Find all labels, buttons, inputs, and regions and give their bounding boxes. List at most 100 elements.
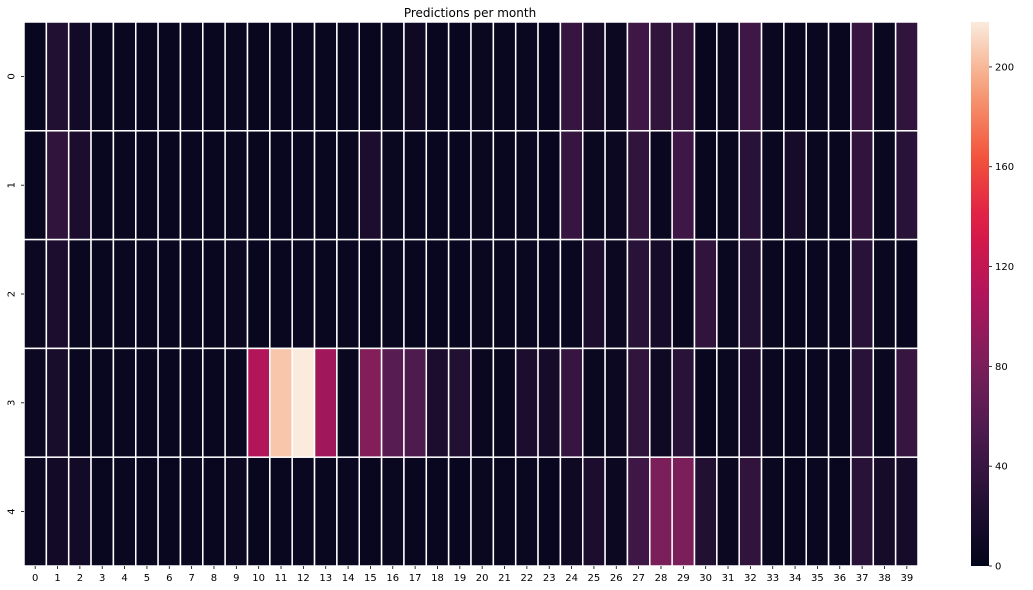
heatmap-cell (291, 347, 316, 458)
heatmap-cell (716, 130, 740, 241)
heatmap-cell (291, 130, 316, 241)
heatmap-cell (179, 238, 204, 350)
x-tick-label: 39 (900, 573, 913, 584)
heatmap-cell (537, 347, 562, 458)
heatmap-cell (90, 238, 115, 350)
heatmap-cell (671, 347, 696, 458)
heatmap-cell (649, 347, 673, 458)
heatmap-cell (894, 347, 919, 458)
x-tick-label: 18 (431, 573, 444, 584)
heatmap-cell (760, 456, 785, 567)
y-tick-label: 1 (7, 182, 18, 188)
heatmap-cell (23, 456, 48, 567)
heatmap-cell (67, 130, 92, 241)
heatmap-cell (738, 238, 763, 350)
colorbar-tick-label: 40 (995, 462, 1008, 473)
heatmap-cell (246, 347, 271, 458)
heatmap-cell (269, 238, 293, 350)
y-axis-ticks: 0 1 2 3 4 (6, 73, 24, 515)
heatmap-cell (470, 347, 495, 458)
x-tick-label: 25 (588, 573, 601, 584)
heatmap-cell (336, 130, 360, 241)
heatmap-cell (157, 238, 182, 350)
heatmap-cell (827, 347, 852, 458)
heatmap-cell (805, 456, 830, 567)
heatmap-cell (179, 456, 204, 567)
heatmap-cell (358, 21, 383, 132)
colorbar-gradient (971, 22, 989, 566)
colorbar: 0 40 80 120 160 200 (971, 22, 1014, 573)
heatmap-cell (135, 238, 159, 350)
x-tick-label: 17 (409, 573, 422, 584)
heatmap-cell (693, 238, 718, 350)
heatmap-cell (604, 238, 629, 350)
heatmap-cell (224, 130, 249, 241)
heatmap-cell (604, 21, 629, 132)
heatmap-cell (291, 21, 316, 132)
heatmap-cell (336, 21, 360, 132)
heatmap-cell (313, 130, 338, 241)
heatmap-cell (470, 238, 495, 350)
heatmap-cell (872, 130, 897, 241)
heatmap-cell (112, 21, 137, 132)
x-tick-label: 16 (386, 573, 399, 584)
x-tick-label: 22 (521, 573, 534, 584)
heatmap-cell (358, 130, 383, 241)
heatmap-cell (559, 347, 584, 458)
heatmap-cell (537, 21, 562, 132)
heatmap-cell (23, 347, 48, 458)
heatmap-cell (336, 347, 360, 458)
heatmap-cell (783, 347, 808, 458)
heatmap-cell (447, 347, 472, 458)
heatmap-cell (626, 456, 651, 567)
heatmap-cell (67, 347, 92, 458)
heatmap-cell (582, 130, 606, 241)
heatmap-cell (537, 238, 562, 350)
heatmap-cell (246, 456, 271, 567)
heatmap-cell (380, 456, 405, 567)
x-axis-ticks: 0 1 2 3 4 5 6 7 8 9 10 11 12 13 14 15 16 17 18 19 20 21 22 23 24… (32, 566, 913, 584)
chart-title: Predictions per month (404, 6, 536, 20)
heatmap-cell (492, 238, 517, 350)
heatmap-cell (135, 130, 159, 241)
x-tick-label: 6 (166, 573, 172, 584)
heatmap-cell (202, 130, 226, 241)
heatmap-cell (492, 347, 517, 458)
heatmap-cell (336, 238, 360, 350)
x-tick-label: 37 (856, 573, 869, 584)
heatmap-cell (291, 238, 316, 350)
heatmap-cell (447, 456, 472, 567)
heatmap-cell (760, 238, 785, 350)
heatmap-cell (827, 130, 852, 241)
heatmap-cell (693, 456, 718, 567)
heatmap-cell (112, 456, 137, 567)
heatmap-cell (447, 130, 472, 241)
heatmap-cell (604, 456, 629, 567)
heatmap-cell (582, 347, 606, 458)
heatmap-cell (514, 456, 539, 567)
heatmap-cell (403, 238, 428, 350)
x-tick-label: 20 (476, 573, 489, 584)
heatmap-cell (380, 130, 405, 241)
heatmap-cell (269, 347, 293, 458)
x-tick-label: 32 (744, 573, 757, 584)
x-tick-label: 0 (32, 573, 38, 584)
y-tick-label: 4 (6, 508, 17, 514)
x-tick-label: 28 (655, 573, 668, 584)
x-tick-label: 31 (722, 573, 735, 584)
heatmap-cell (738, 347, 763, 458)
heatmap-cell (291, 456, 316, 567)
x-tick-label: 15 (364, 573, 377, 584)
heatmap-cell (157, 21, 182, 132)
heatmap-cell (514, 347, 539, 458)
heatmap-cell (470, 21, 495, 132)
x-tick-label: 29 (677, 573, 690, 584)
heatmap-cell (894, 238, 919, 350)
heatmap-cell (269, 456, 293, 567)
heatmap-cell (514, 238, 539, 350)
heatmap-cell (649, 238, 673, 350)
heatmap-cell (246, 238, 271, 350)
x-tick-label: 10 (252, 573, 265, 584)
y-tick-label: 0 (7, 73, 18, 79)
colorbar-tick-label: 160 (995, 162, 1014, 173)
